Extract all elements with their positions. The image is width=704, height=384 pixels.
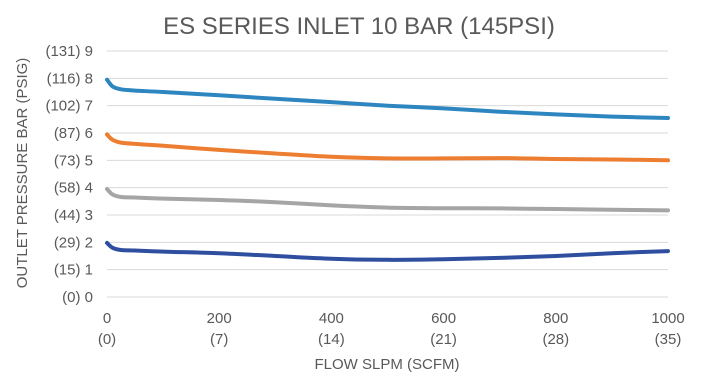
- series-line-3: [105, 187, 670, 213]
- x-tick-label: 800: [543, 310, 568, 327]
- y-tick-label: (87) 6: [54, 125, 93, 142]
- x-tick-sublabel: (21): [430, 331, 457, 348]
- x-tick-label: 1000: [651, 310, 684, 327]
- series-lines: [105, 77, 670, 262]
- x-tick-sublabel: (7): [210, 331, 228, 348]
- series-line-4: [105, 240, 670, 262]
- x-axis-title: FLOW SLPM (SCFM): [315, 356, 460, 373]
- y-tick-label: (102) 7: [45, 98, 93, 115]
- chart-title: ES SERIES INLET 10 BAR (145PSI): [163, 13, 555, 40]
- x-tick-label: 400: [319, 310, 344, 327]
- y-tick-label: (29) 2: [54, 234, 93, 251]
- y-tick-label: (44) 3: [54, 207, 93, 224]
- x-tick-label: 600: [431, 310, 456, 327]
- y-tick-label: (58) 4: [54, 180, 93, 197]
- x-tick-sublabel: (35): [655, 331, 682, 348]
- y-tick-label: (0) 0: [62, 289, 93, 306]
- series-line-2: [105, 132, 670, 163]
- y-tick-label: (131) 9: [45, 43, 93, 60]
- series-line-1: [105, 77, 670, 120]
- x-tick-sublabel: (14): [318, 331, 345, 348]
- x-axis-ticks: 0 (0) 200 (7) 400 (14) 600 (21) 800 (28) 1000 (35): [98, 310, 685, 348]
- x-tick-label: 0: [103, 310, 111, 327]
- y-tick-label: (15) 1: [54, 262, 93, 279]
- x-tick-sublabel: (28): [542, 331, 569, 348]
- y-axis-ticks: (0) 0 (15) 1 (29) 2 (44) 3 (58) 4 (73) 5 (87) …: [45, 43, 93, 306]
- y-tick-label: (73) 5: [54, 152, 93, 169]
- x-tick-sublabel: (0): [98, 331, 116, 348]
- y-tick-label: (116) 8: [47, 70, 93, 87]
- y-axis-title: OUTLET PRESSURE BAR (PSIG): [14, 58, 31, 289]
- x-tick-label: 200: [207, 310, 232, 327]
